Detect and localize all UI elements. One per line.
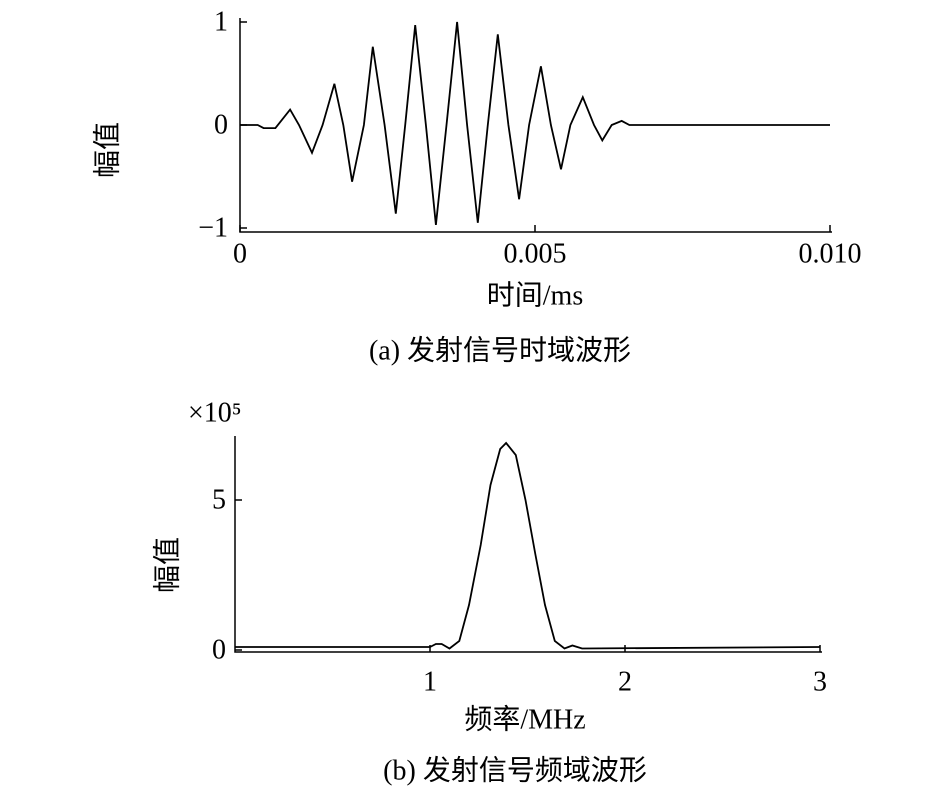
x-tick-label: 0.005: [504, 238, 567, 269]
x-tick-label: 0: [233, 238, 247, 269]
x-axis-label: 频率/MHz: [464, 703, 585, 735]
y-tick-label: 5: [212, 484, 226, 515]
x-axis-label: 时间/ms: [487, 279, 583, 311]
x-tick-label: 3: [813, 666, 827, 697]
caption: (b) 发射信号频域波形: [383, 754, 647, 786]
y-scale-label: ×10⁵: [188, 397, 242, 428]
y-tick-label: −1: [198, 212, 228, 243]
y-axis-label: 幅值: [151, 537, 183, 593]
y-tick-label: 0: [212, 634, 226, 665]
x-tick-label: 2: [618, 666, 632, 697]
line-series: [240, 21, 830, 225]
y-axis-label: 幅值: [91, 122, 123, 178]
y-tick-label: 1: [214, 6, 228, 37]
x-tick-label: 0.010: [799, 238, 862, 269]
x-tick-label: 1: [423, 666, 437, 697]
caption: (a) 发射信号时域波形: [369, 334, 631, 366]
axis-spine: [234, 436, 822, 653]
y-tick-label: 0: [214, 109, 228, 140]
line-series: [235, 441, 821, 650]
